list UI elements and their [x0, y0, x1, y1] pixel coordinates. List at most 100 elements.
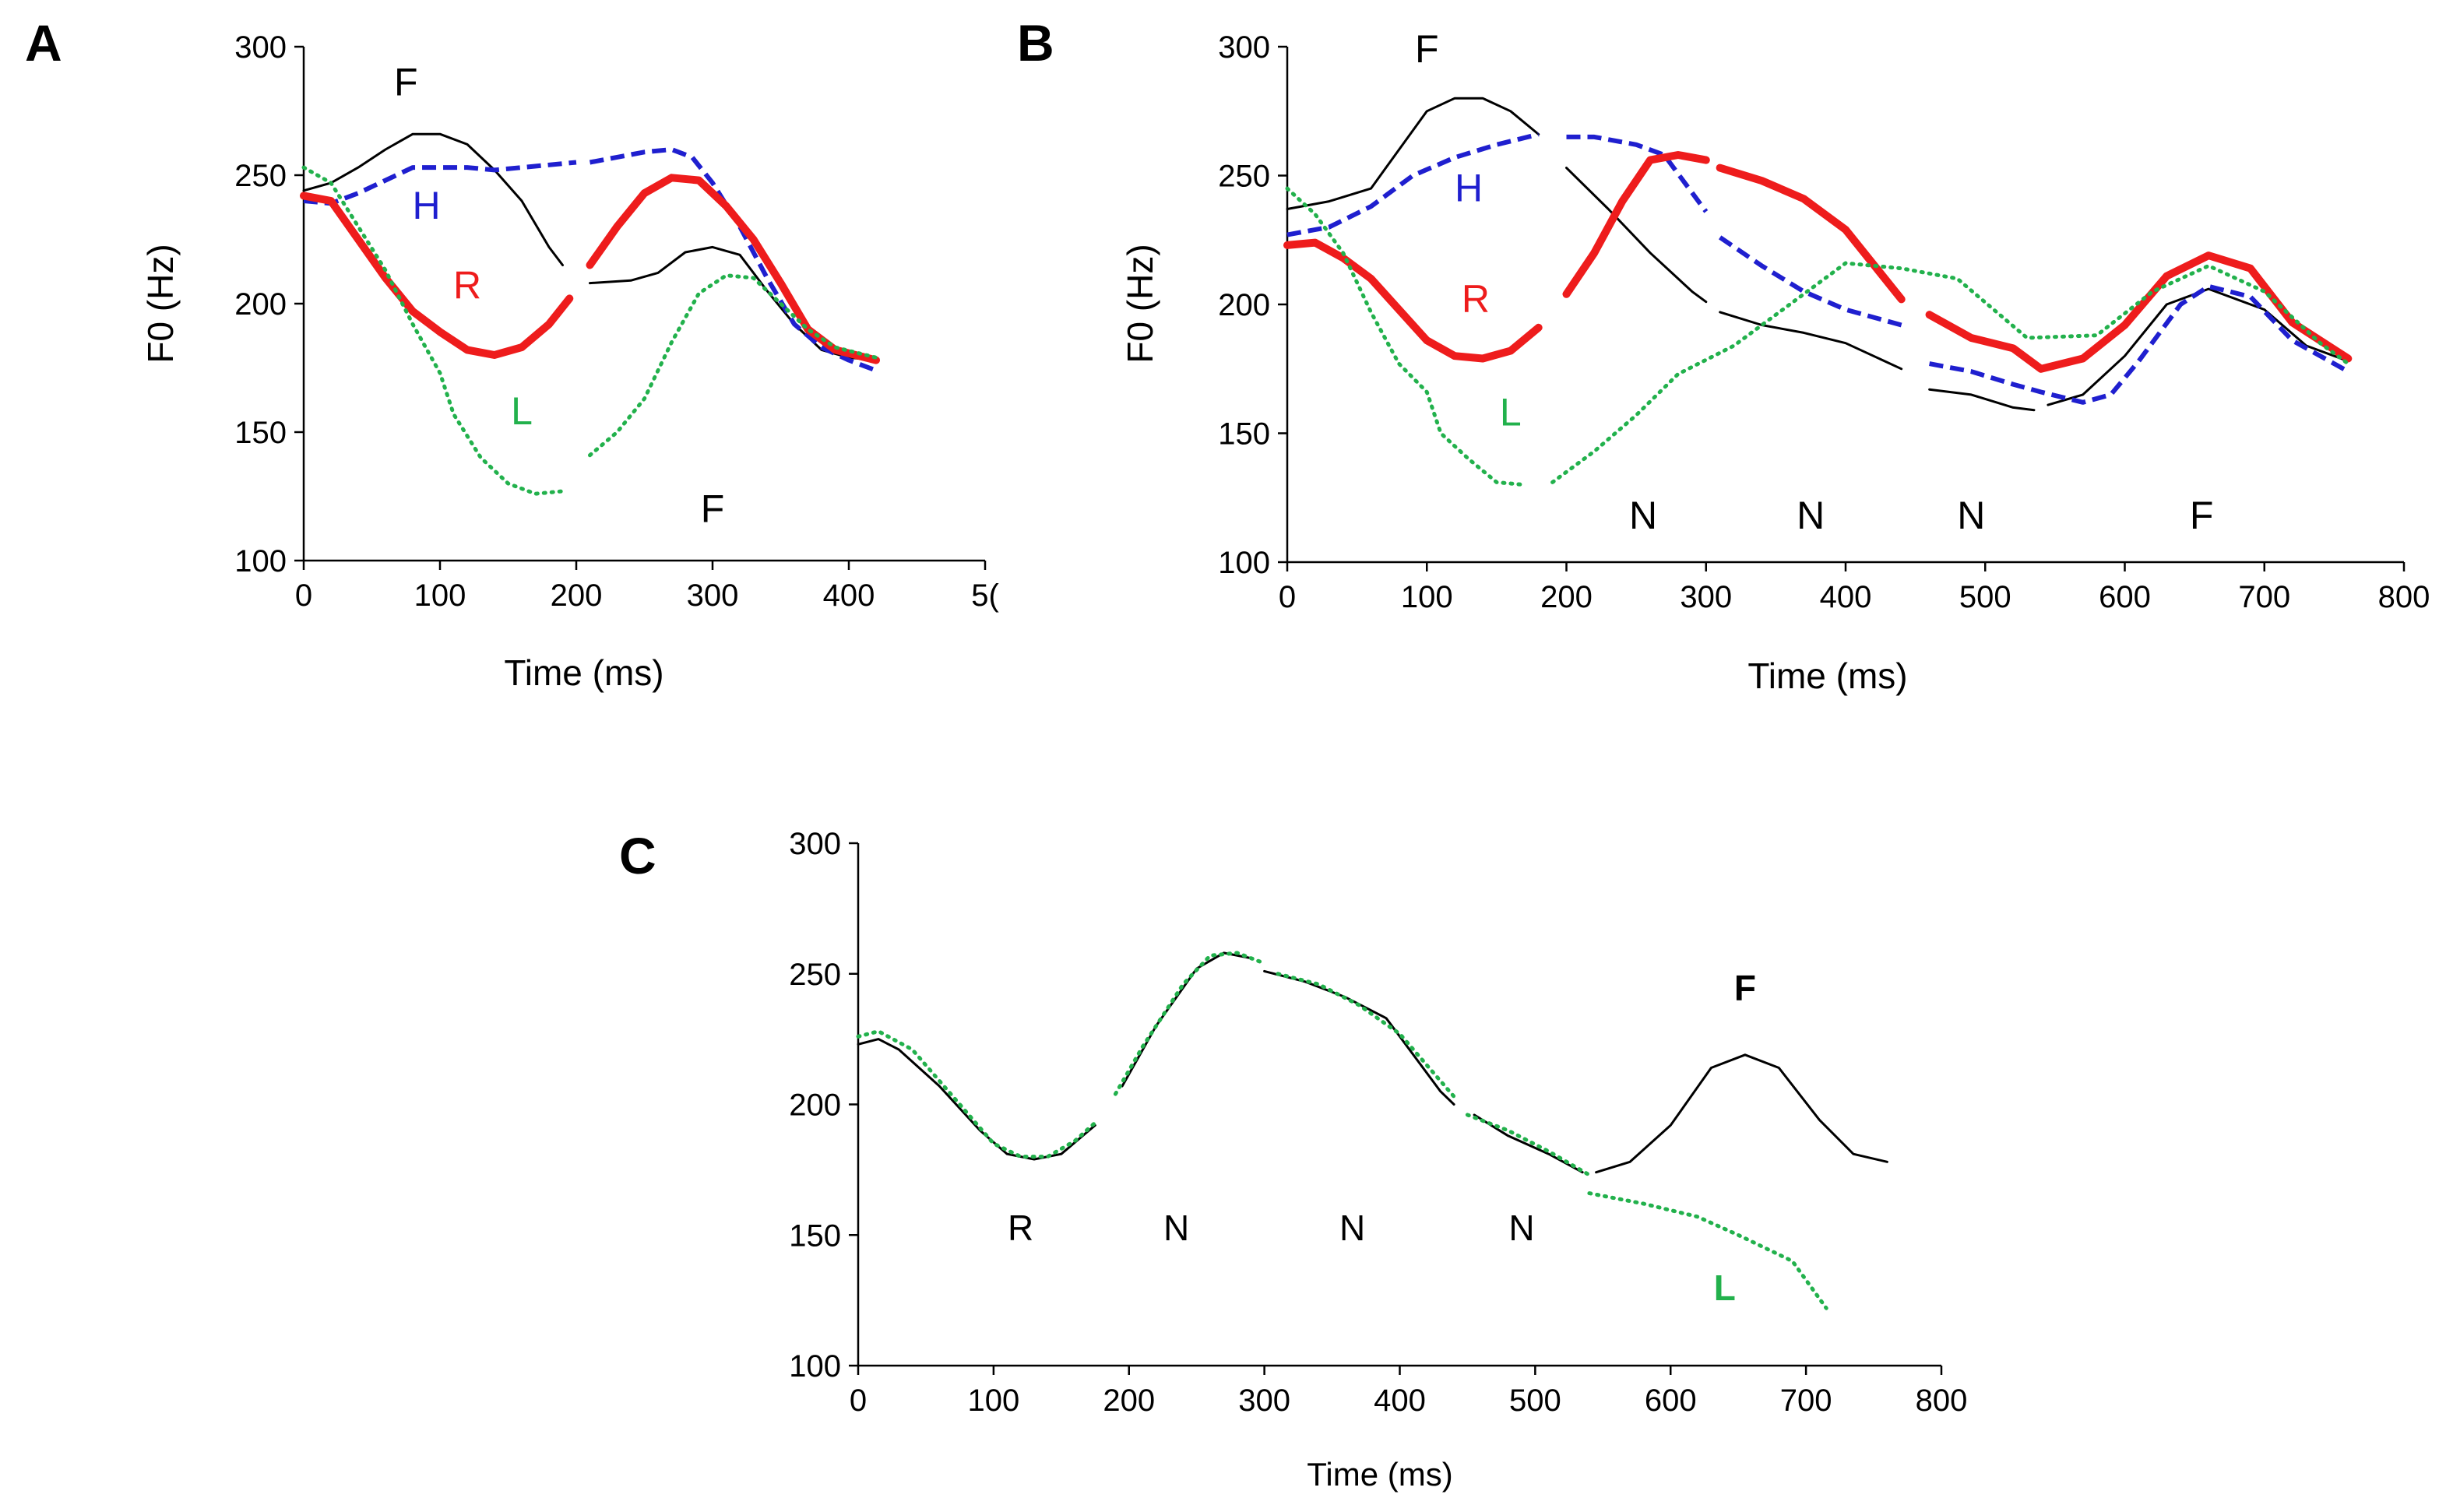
- panel-b-series-f-segment: [1719, 311, 1903, 371]
- panel-b-series-r-segment: [1925, 251, 2353, 373]
- panel-c-series-f-segment: [1595, 1053, 1888, 1174]
- panel-b-x-axis-title: Time (ms): [1747, 656, 1907, 696]
- panel-b-series-h-segment: [1566, 134, 1709, 213]
- panel-b-x-tick-label: 200: [1540, 580, 1593, 614]
- panel-b-y-axis-title: F0 (Hz): [1120, 244, 1160, 363]
- panel-c-x-tick-label: 700: [1780, 1384, 1832, 1418]
- panel-c-annotation-n: N: [1163, 1208, 1189, 1248]
- panel-b-annotation-r: R: [1462, 277, 1490, 321]
- panel-b-y-tick-label: 200: [1218, 288, 1270, 322]
- panel-c-annotation-n: N: [1339, 1208, 1365, 1248]
- panel-c-y-tick-label: 300: [789, 827, 841, 861]
- panel-a-y-axis-title: F0 (Hz): [140, 244, 181, 363]
- panel-a-x-tick-label: 5(: [971, 578, 999, 613]
- panel-b-x-tick-label: 500: [1959, 580, 2011, 614]
- panel-a-series-r: [300, 174, 880, 364]
- panel-a-series-h-segment: [589, 147, 878, 373]
- panel-c-series-f-segment: [1263, 969, 1455, 1106]
- panel-c-x-tick-label: 200: [1103, 1384, 1155, 1418]
- panel-c-y-tick-label: 150: [789, 1218, 841, 1253]
- panel-b-x-tick-label: 800: [2378, 580, 2430, 614]
- panel-c-x-axis-title: Time (ms): [1307, 1456, 1452, 1493]
- panel-b-series-r-segment: [1562, 151, 1710, 298]
- panel-a-series-f-segment: [589, 245, 878, 362]
- panel-c-x-tick-label: 100: [968, 1384, 1020, 1418]
- panel-a-series-f: [302, 132, 878, 362]
- panel-c-y-tick-label: 250: [789, 958, 841, 992]
- panel-a-series-h: [303, 147, 878, 373]
- panel-c-series-l-segment: [1113, 951, 1267, 1096]
- panel-c-annotation-r: R: [1008, 1208, 1033, 1248]
- panel-c-x-tick-label: 400: [1374, 1384, 1426, 1418]
- panel-a-y-tick-label: 300: [234, 30, 287, 65]
- panel-a-x-tick-label: 200: [551, 578, 603, 613]
- panel-a-series-l-segment: [301, 165, 565, 496]
- panel-b-y-tick-label: 300: [1218, 30, 1270, 65]
- panel-a-annotation-h: H: [412, 184, 440, 227]
- panel-a-annotation-r: R: [453, 263, 481, 307]
- panel-c-y-tick-label: 200: [789, 1088, 841, 1123]
- panel-a-x-tick-label: 300: [687, 578, 739, 613]
- panel-letter-a: A: [25, 14, 62, 72]
- panel-b-annotation-n: N: [1957, 494, 1985, 537]
- panel-c-x-tick-label: 600: [1645, 1384, 1697, 1418]
- panel-a-annotation-l: L: [511, 389, 533, 433]
- panel-b-series-r-segment: [1283, 238, 1543, 363]
- panel-b-series-f: [1286, 97, 2349, 412]
- panel-b-x-tick-label: 100: [1401, 580, 1453, 614]
- panel-c-series-f-segment: [1121, 951, 1252, 1088]
- panel-a-y-tick-label: 250: [234, 159, 287, 193]
- panel-c-series-l-segment: [1276, 972, 1456, 1099]
- panel-c-series-l-segment: [1465, 1113, 1592, 1177]
- panel-c-series-f: [857, 951, 1888, 1174]
- panel-b-series-h-segment: [1286, 132, 1540, 237]
- panel-b: 100 150 200 250 300 0 100 200 300 400 500 600 700 800…: [1218, 27, 2430, 614]
- panel-c-series-f-segment: [857, 1038, 1096, 1161]
- panel-b-annotation-f: F: [1415, 27, 1439, 71]
- panel-letter-c: C: [619, 827, 656, 884]
- panel-b-series-f-segment: [2047, 287, 2349, 406]
- panel-a-annotation-f: F: [394, 61, 418, 104]
- panel-a-y-tick-label: 100: [234, 544, 287, 578]
- panel-c-series-l-segment: [1587, 1191, 1828, 1310]
- panel-b-series-r: [1283, 151, 2353, 373]
- panel-b-series-f-segment: [1286, 97, 1540, 210]
- panel-b-series-r-segment: [1716, 164, 1906, 304]
- panel-b-x-tick-label: 700: [2238, 580, 2290, 614]
- panel-b-x-tick-label: 0: [1279, 580, 1296, 614]
- panel-a-series-r-segment: [586, 174, 880, 364]
- panel-b-y-tick-label: 100: [1218, 546, 1270, 580]
- panel-a-x-tick-label: 100: [414, 578, 466, 613]
- panel-a-series-r-segment: [300, 192, 574, 359]
- panel-c-y-tick-label: 100: [789, 1349, 841, 1384]
- panel-b-series-h: [1286, 132, 2349, 405]
- panel-a-series-l: [301, 165, 878, 496]
- panel-a-annotation-f: F: [701, 487, 725, 531]
- panel-b-y-tick-label: 150: [1218, 417, 1270, 452]
- panel-b-series-h-segment: [1929, 283, 2349, 405]
- panel-a-series-h-segment: [303, 160, 577, 206]
- panel-letter-b: B: [1017, 14, 1054, 72]
- panel-b-series-h-segment: [1719, 235, 1902, 328]
- panel-b-annotation-h: H: [1455, 167, 1483, 210]
- panel-b-series-l: [1285, 186, 2350, 487]
- panel-b-series-l-segment: [1285, 186, 1527, 487]
- panel-c-annotation-n: N: [1508, 1208, 1534, 1248]
- panel-c: 100 150 200 250 300 0 100 200 300 400 500 600 700 800…: [789, 827, 1967, 1418]
- panel-c-annotation-l: L: [1714, 1268, 1736, 1308]
- panel-b-annotation-l: L: [1500, 391, 1522, 434]
- panel-b-x-tick-label: 300: [1680, 580, 1732, 614]
- panel-a-series-f-segment: [302, 132, 564, 266]
- panel-b-y-tick-label: 250: [1218, 160, 1270, 194]
- panel-b-series-l-segment: [1550, 261, 2350, 484]
- panel-c-series-l: [856, 951, 1828, 1310]
- panel-c-x-tick-label: 800: [1916, 1384, 1968, 1418]
- panel-a-x-axis-title: Time (ms): [504, 652, 663, 693]
- panel-c-series-l-segment: [856, 1029, 1097, 1159]
- panel-a-x-tick-label: 400: [823, 578, 875, 613]
- panel-b-series-f-segment: [1928, 388, 2036, 412]
- panel-b-annotation-f: F: [2190, 494, 2214, 537]
- panel-c-x-tick-label: 300: [1238, 1384, 1290, 1418]
